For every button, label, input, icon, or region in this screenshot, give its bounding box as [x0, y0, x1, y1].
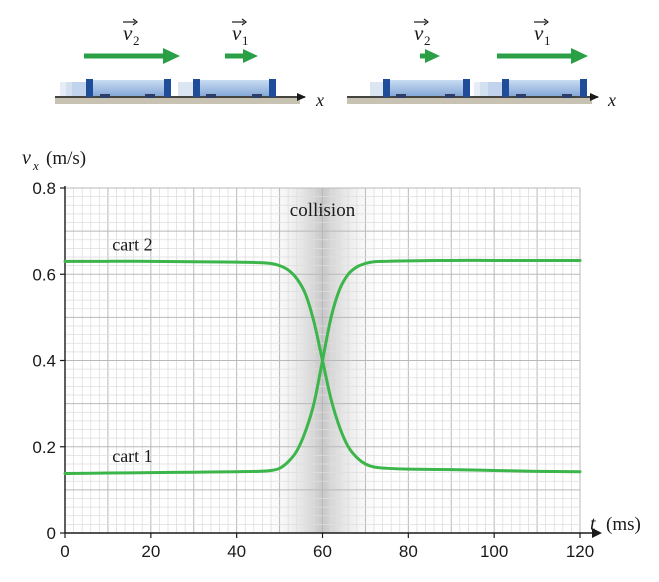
y-tick-label: 0.2	[32, 438, 56, 457]
x-tick-label: 0	[60, 542, 69, 561]
svg-text:(ms): (ms)	[606, 514, 641, 535]
right-v2-arrow	[420, 49, 440, 63]
y-tick-label: 0.6	[32, 265, 56, 284]
svg-text:v: v	[123, 21, 133, 45]
svg-text:v: v	[414, 21, 424, 45]
right-v1-label: v 1	[534, 18, 551, 48]
collision-diagram: x	[55, 18, 616, 110]
right-cart-1	[474, 79, 587, 98]
grid	[64, 187, 581, 534]
svg-text:1: 1	[544, 33, 551, 48]
collision-label: collision	[290, 200, 356, 221]
labels: collision cart 2 cart 1 v x (m/s) t (ms)	[22, 147, 641, 535]
left-v1-arrow	[225, 49, 258, 63]
axes	[64, 186, 602, 538]
svg-text:(m/s): (m/s)	[46, 148, 86, 169]
svg-text:x: x	[32, 158, 39, 173]
svg-text:v: v	[534, 21, 544, 45]
left-panel: x	[55, 18, 324, 110]
right-panel: x	[347, 18, 616, 110]
annotation-cart-2: cart 2	[112, 235, 152, 255]
x-axis-arrow	[592, 528, 602, 538]
y-tick-label: 0.4	[32, 352, 56, 371]
left-v2-label: v 2	[123, 18, 140, 48]
left-cart-1	[178, 79, 276, 98]
series	[63, 258, 582, 475]
ticks: 0 20 40 60 80 100 120 0 0.2 0.4 0.6 0.8	[32, 179, 594, 561]
x-tick-label: 120	[566, 542, 594, 561]
svg-text:1: 1	[242, 33, 249, 48]
right-v1-arrow	[497, 48, 588, 64]
svg-text:2: 2	[424, 33, 431, 48]
right-cart-2	[370, 79, 470, 98]
x-tick-label: 20	[141, 542, 160, 561]
right-x-axis-label: x	[607, 90, 616, 110]
svg-text:v: v	[232, 21, 242, 45]
velocity-chart: 0 20 40 60 80 100 120 0 0.2 0.4 0.6 0.8 collision c…	[22, 147, 641, 561]
svg-text:t: t	[590, 513, 596, 535]
left-v2-arrow	[84, 48, 180, 64]
annotation-cart-1: cart 1	[112, 446, 152, 466]
left-cart-2	[60, 79, 171, 98]
right-track	[347, 96, 592, 104]
x-tick-label: 60	[313, 542, 332, 561]
svg-text:v: v	[22, 147, 31, 169]
right-v2-label: v 2	[414, 18, 431, 48]
x-axis-label: t (ms)	[590, 513, 641, 535]
left-x-axis-label: x	[315, 90, 324, 110]
svg-text:2: 2	[133, 33, 140, 48]
y-axis-label: v x (m/s)	[22, 147, 86, 173]
y-tick-label: 0	[47, 524, 56, 543]
left-v1-label: v 1	[232, 18, 249, 48]
series-line-cart-1	[63, 258, 582, 475]
y-tick-label: 0.8	[32, 179, 56, 198]
x-tick-label: 80	[399, 542, 418, 561]
x-tick-label: 100	[480, 542, 508, 561]
x-tick-label: 40	[227, 542, 246, 561]
left-track	[55, 96, 300, 104]
